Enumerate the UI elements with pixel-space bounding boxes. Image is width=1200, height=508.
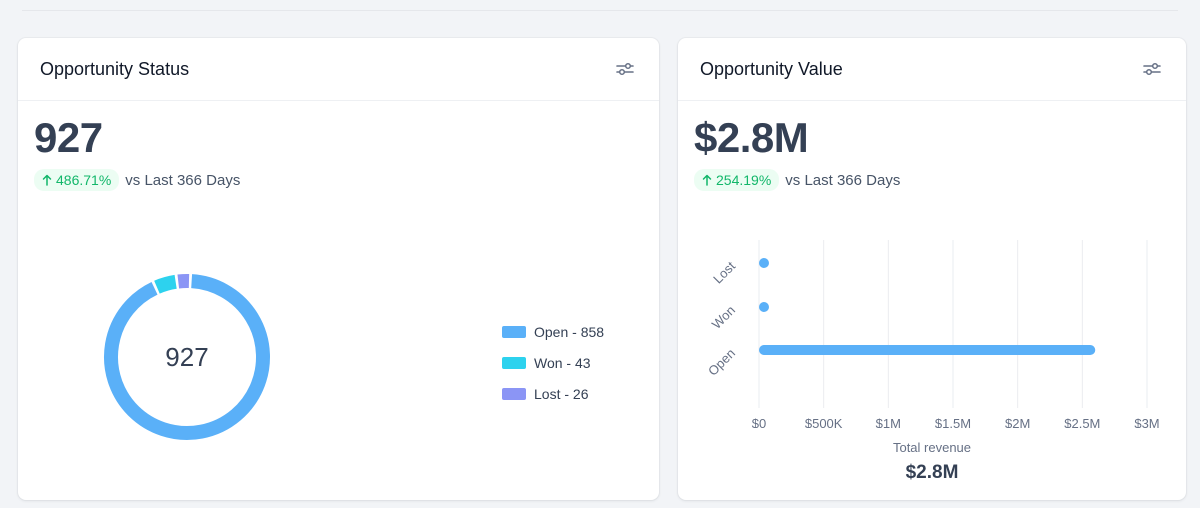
value-bar-chart: $0 $500K $1M $1.5M $2M $2.5M $3M Lost Won Open: [678, 228, 1186, 431]
delta-badge: 486.71%: [34, 169, 120, 191]
y-tick-label: Lost: [710, 258, 738, 286]
card-header: Opportunity Status: [18, 38, 659, 101]
opportunity-value-card: Opportunity Value $2.8M 254.19% vs Last …: [678, 38, 1186, 500]
delta-row: 254.19% vs Last 366 Days: [694, 169, 900, 191]
status-legend: Open - 858 Won - 43 Lost - 26: [502, 316, 604, 409]
donut-slice-won[interactable]: [154, 274, 177, 294]
x-tick-label: $1M: [876, 416, 901, 428]
card-title: Opportunity Status: [40, 58, 190, 79]
total-revenue-value: $2.8M: [905, 462, 959, 483]
arrow-up-icon: [702, 174, 712, 186]
opportunity-status-card: Opportunity Status 927 486.71% vs Last 3…: [18, 38, 659, 500]
total-revenue-label: Total revenue: [892, 440, 972, 455]
legend-label: Won - 43: [534, 354, 591, 371]
delta-badge: 254.19%: [694, 169, 780, 191]
y-tick-label: Open: [705, 346, 738, 379]
legend-item-lost[interactable]: Lost - 26: [502, 378, 604, 409]
opportunity-value: $2.8M: [694, 114, 809, 161]
x-tick-label: $500K: [805, 416, 843, 428]
opportunity-count: 927: [34, 114, 103, 161]
delta-caption: vs Last 366 Days: [785, 171, 901, 189]
delta-percent: 486.71%: [56, 172, 112, 188]
legend-swatch: [502, 356, 526, 369]
card-header: Opportunity Value: [678, 38, 1186, 101]
x-tick-label: $0: [752, 416, 766, 428]
sliders-icon: [1143, 62, 1161, 76]
donut-slice-lost[interactable]: [177, 274, 190, 289]
sliders-icon: [616, 62, 634, 76]
y-tick-label: Won: [709, 303, 738, 332]
x-tick-label: $3M: [1134, 416, 1159, 428]
delta-percent: 254.19%: [716, 172, 772, 188]
legend-item-open[interactable]: Open - 858: [502, 316, 604, 347]
legend-swatch: [502, 325, 526, 338]
x-tick-label: $1.5M: [935, 416, 971, 428]
donut-center-label: 927: [165, 341, 209, 372]
arrow-up-icon: [42, 174, 52, 186]
legend-swatch: [502, 387, 526, 400]
legend-item-won[interactable]: Won - 43: [502, 347, 604, 378]
donut-slice-open[interactable]: [104, 274, 270, 440]
delta-row: 486.71% vs Last 366 Days: [34, 169, 240, 191]
top-divider: [22, 10, 1178, 11]
x-tick-label: $2.5M: [1064, 416, 1100, 428]
filter-settings-button[interactable]: [613, 57, 637, 81]
card-title: Opportunity Value: [700, 58, 843, 79]
legend-label: Open - 858: [534, 323, 605, 340]
legend-label: Lost - 26: [534, 385, 589, 402]
status-donut-chart: 927: [102, 272, 272, 442]
filter-settings-button[interactable]: [1140, 57, 1164, 81]
x-tick-label: $2M: [1005, 416, 1030, 428]
delta-caption: vs Last 366 Days: [125, 171, 241, 189]
